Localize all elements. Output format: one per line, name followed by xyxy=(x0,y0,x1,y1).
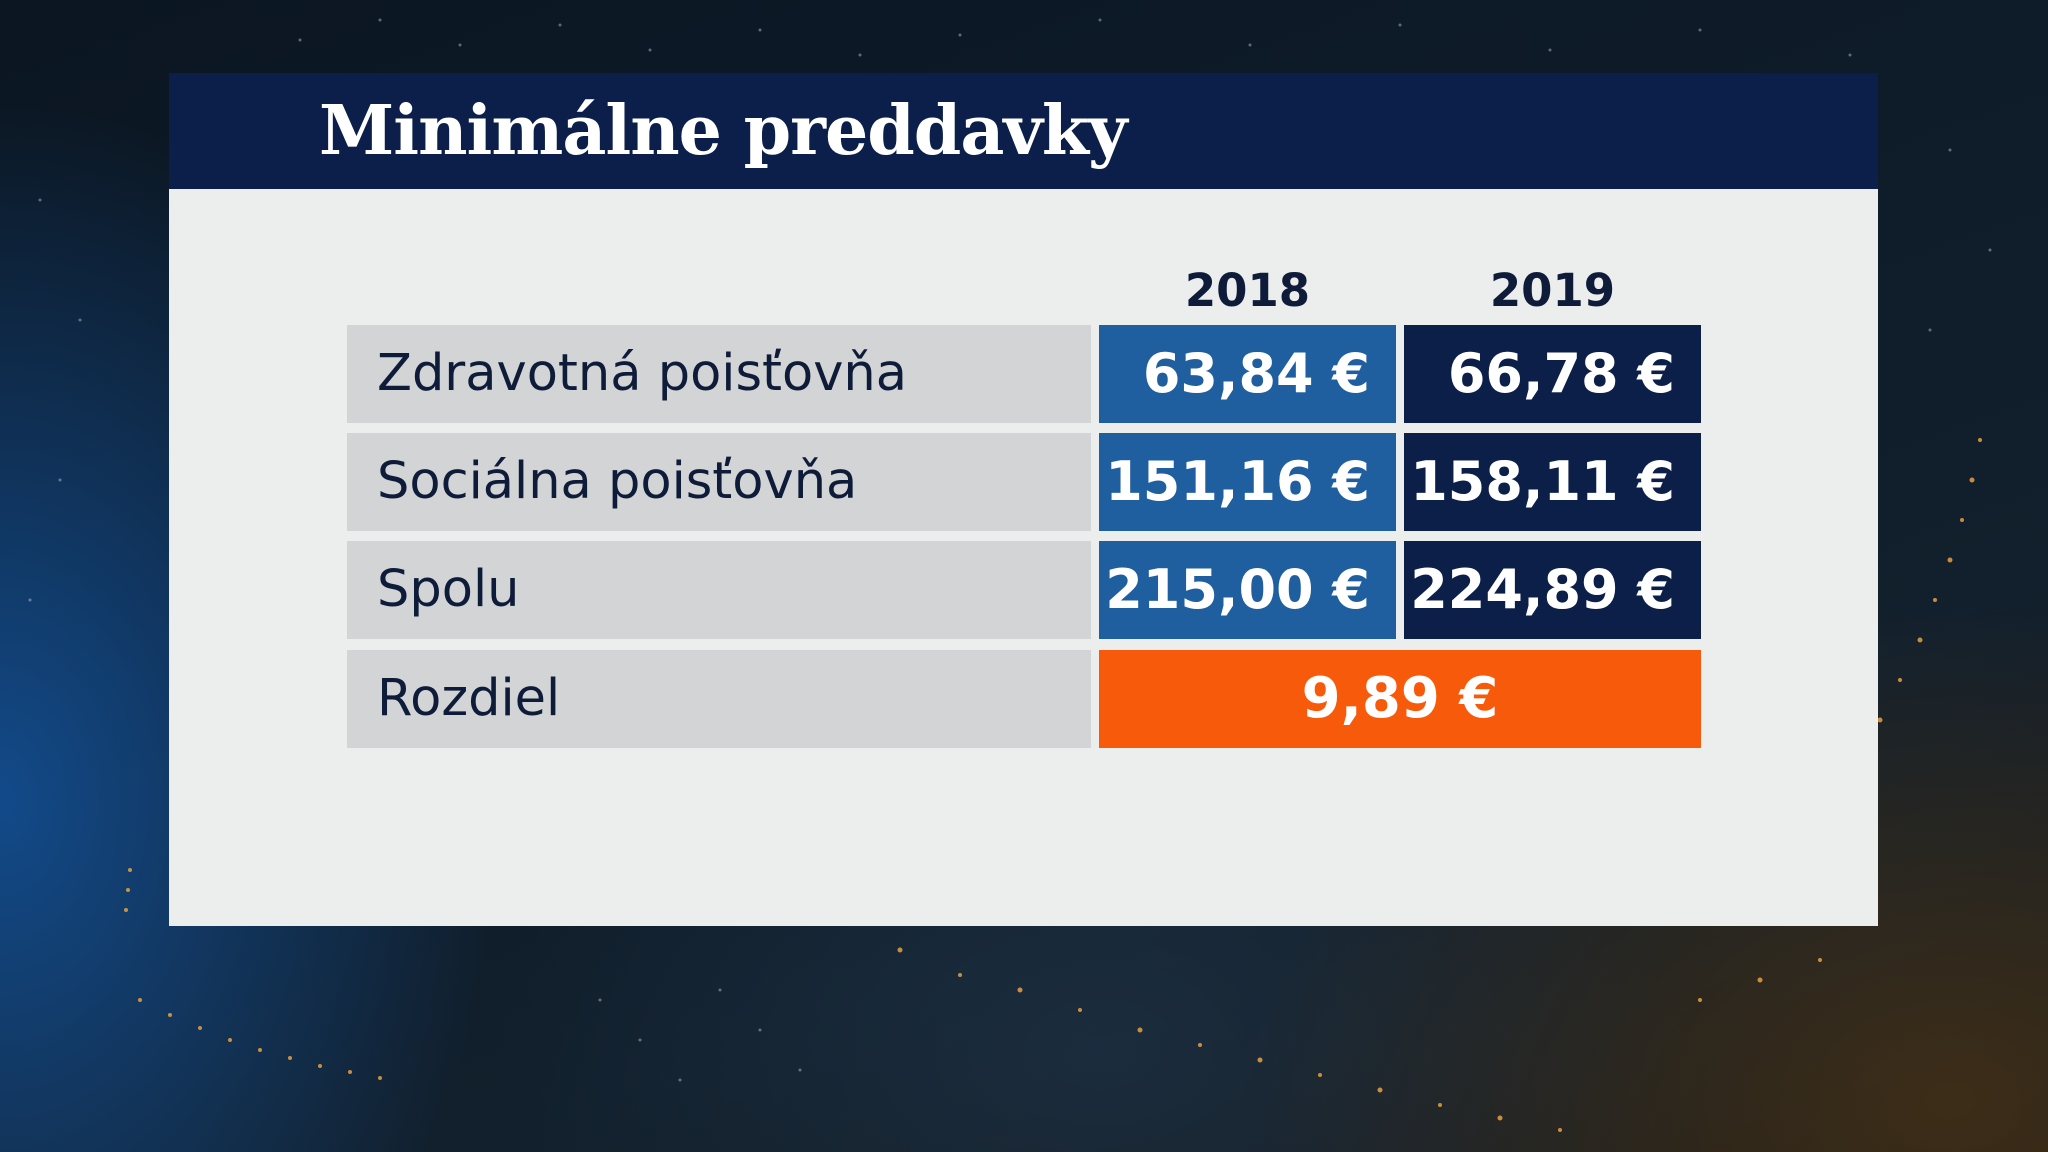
row-label-socialna: Sociálna poisťovňa xyxy=(347,433,1091,531)
row-label-spolu: Spolu xyxy=(347,541,1091,639)
cell-spolu-2018: 215,00 € xyxy=(1099,541,1396,639)
cell-spolu-2019: 224,89 € xyxy=(1404,541,1701,639)
difference-value: 9,89 € xyxy=(1099,650,1701,748)
column-header-2018: 2018 xyxy=(1184,264,1311,317)
page-title: Minimálne preddavky xyxy=(319,91,1128,171)
cell-zdravotna-2018: 63,84 € xyxy=(1099,325,1396,423)
cell-socialna-2018: 151,16 € xyxy=(1099,433,1396,531)
column-header-2019: 2019 xyxy=(1489,264,1616,317)
title-bar: Minimálne preddavky xyxy=(169,73,1878,189)
row-label-rozdiel: Rozdiel xyxy=(347,650,1091,748)
row-label-zdravotna: Zdravotná poisťovňa xyxy=(347,325,1091,423)
cell-zdravotna-2019: 66,78 € xyxy=(1404,325,1701,423)
cell-socialna-2019: 158,11 € xyxy=(1404,433,1701,531)
